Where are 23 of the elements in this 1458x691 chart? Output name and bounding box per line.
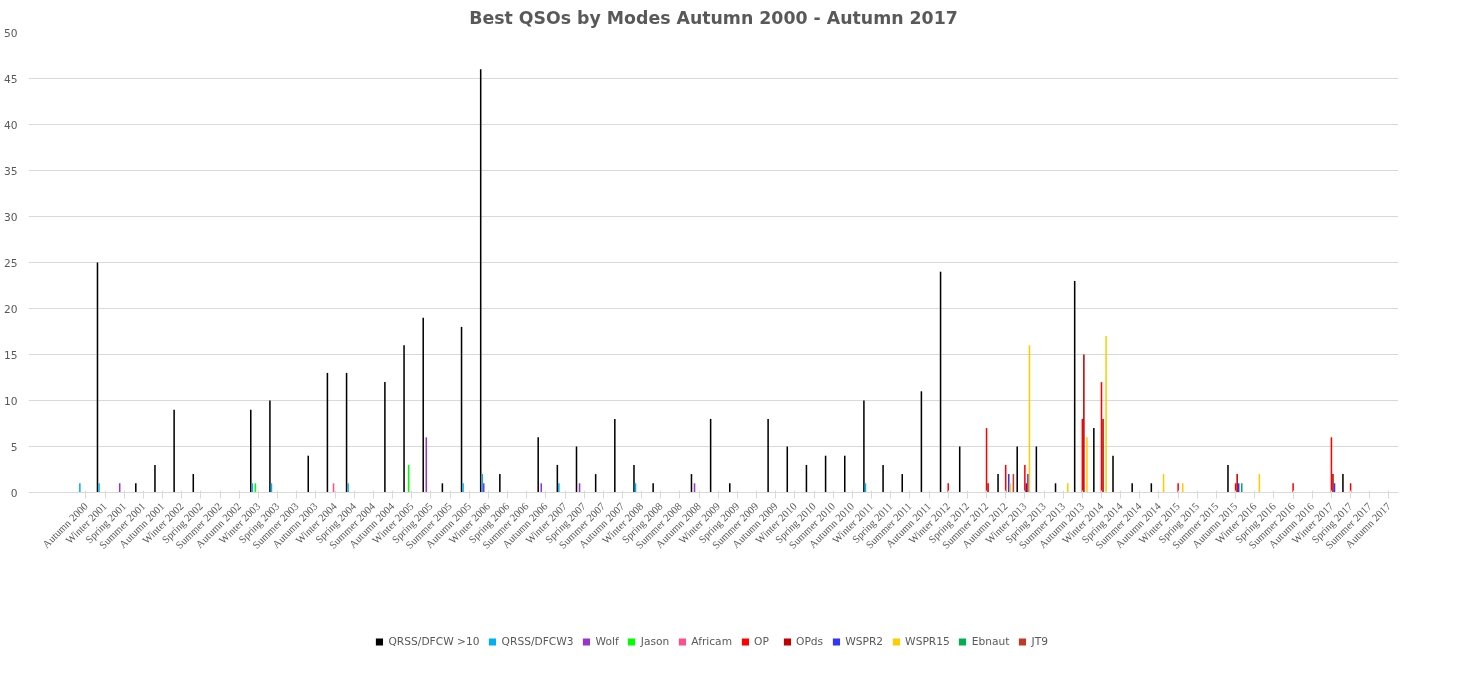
y-tick-label: 0 xyxy=(10,486,18,500)
legend-label: QRSS/DFCW >10 xyxy=(388,635,480,648)
legend-label: Jason xyxy=(640,635,670,648)
chart-title: Best QSOs by Modes Autumn 2000 - Autumn 2017 xyxy=(469,7,958,28)
legend-label: QRSS/DFCW3 xyxy=(501,635,574,648)
y-tick-label: 25 xyxy=(3,256,18,270)
y-tick-label: 20 xyxy=(3,302,18,316)
y-tick-label: 5 xyxy=(10,440,18,454)
legend-label: WSPR2 xyxy=(845,635,884,648)
y-tick-label: 50 xyxy=(3,26,18,40)
y-tick-label: 35 xyxy=(3,164,18,178)
y-tick-label: 30 xyxy=(3,210,18,224)
y-tick-label: 40 xyxy=(3,118,18,132)
legend-label: Wolf xyxy=(595,635,619,648)
legend-label: WSPR15 xyxy=(905,635,950,648)
y-tick-label: 10 xyxy=(3,394,18,408)
y-tick-label: 15 xyxy=(3,348,18,362)
y-tick-label: 45 xyxy=(3,72,18,86)
legend-label: Africam xyxy=(691,635,733,648)
legend-label: OPds xyxy=(796,635,824,648)
legend-label: OP xyxy=(754,635,770,648)
legend-label: Ebnaut xyxy=(971,635,1010,648)
legend-label: JT9 xyxy=(1031,635,1049,648)
